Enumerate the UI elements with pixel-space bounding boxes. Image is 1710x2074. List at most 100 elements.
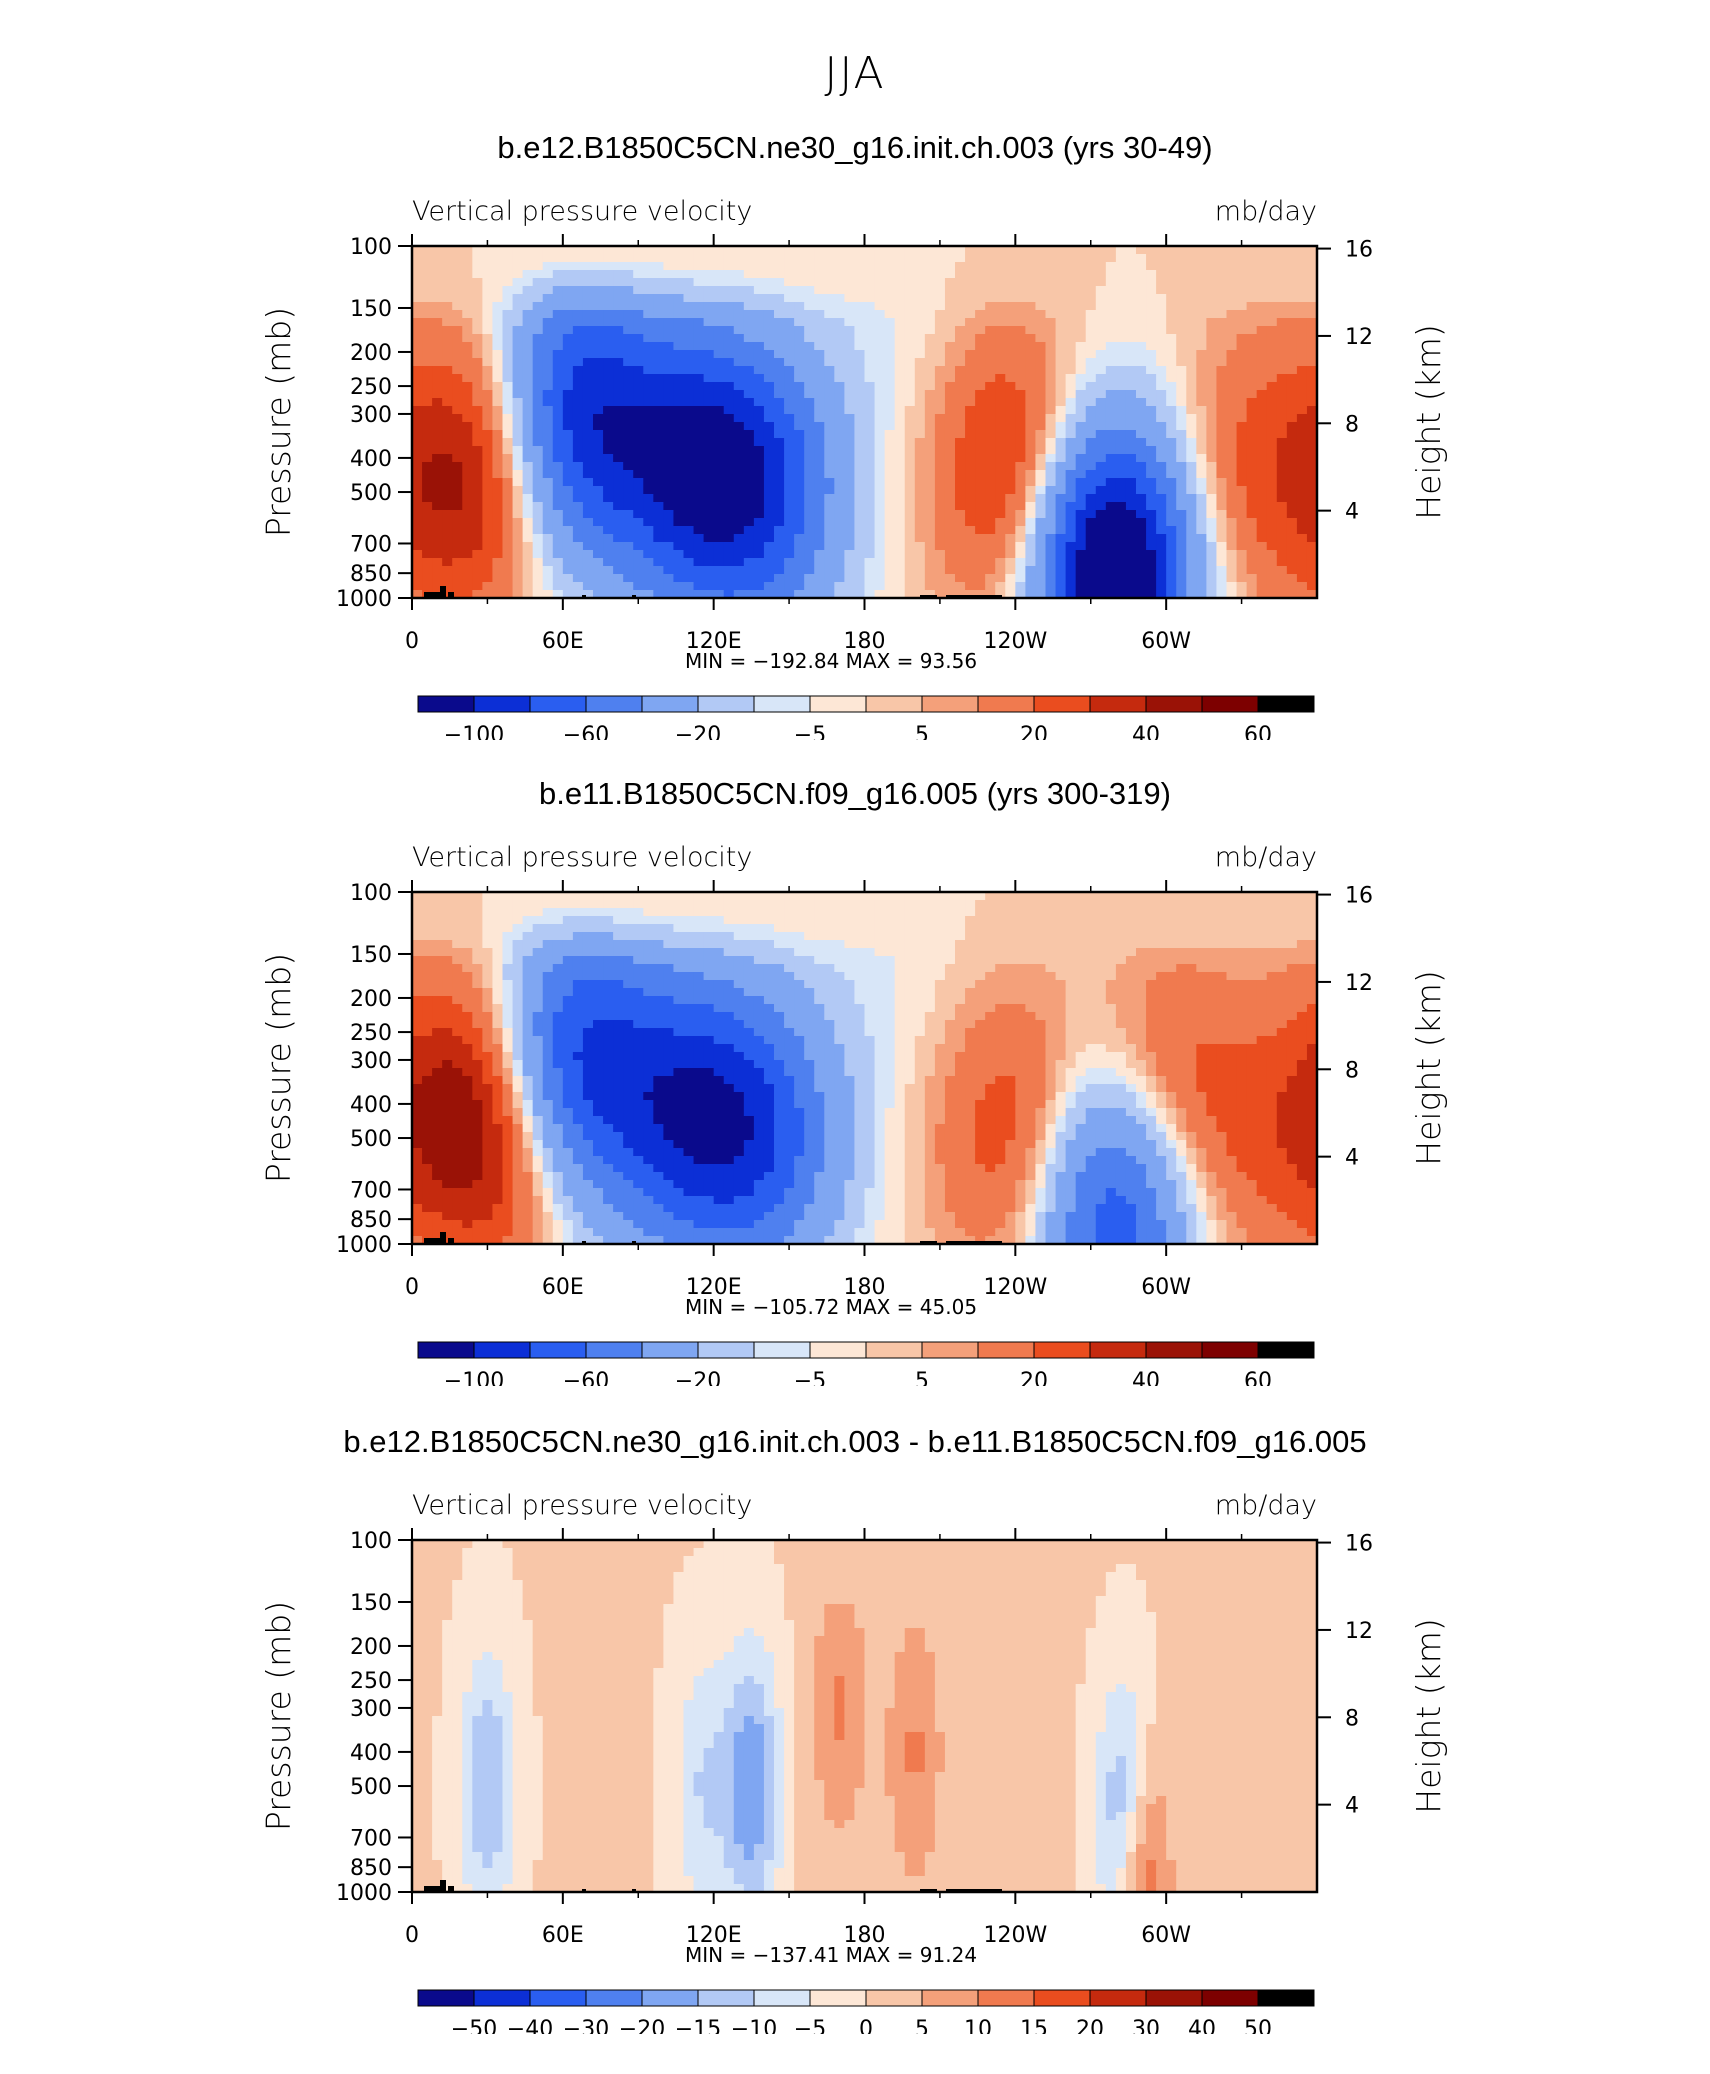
field-cell xyxy=(944,374,956,383)
field-cell xyxy=(975,430,986,439)
field-cell xyxy=(502,382,514,391)
field-cell xyxy=(784,924,795,933)
field-cell xyxy=(814,932,825,941)
field-cell xyxy=(1196,542,1207,551)
field-cell xyxy=(1196,342,1207,351)
field-cell xyxy=(1306,486,1318,495)
field-cell xyxy=(1276,286,1288,295)
field-cell xyxy=(1166,916,1177,925)
field-cell xyxy=(753,334,765,343)
y-tick-label: 400 xyxy=(350,447,392,472)
field-cell xyxy=(894,574,906,583)
field-cell xyxy=(884,350,896,359)
field-cell xyxy=(492,518,504,527)
field-cell xyxy=(653,908,664,917)
field-cell xyxy=(562,932,574,941)
x-tick-label: 120W xyxy=(983,629,1047,654)
field-cell xyxy=(864,326,876,335)
y-tick-label: 300 xyxy=(350,403,392,428)
field-cell xyxy=(844,494,856,503)
field-cell xyxy=(774,940,785,949)
field-cell xyxy=(743,246,755,255)
field-cell xyxy=(975,534,986,543)
field-cell xyxy=(1166,558,1177,567)
field-cell xyxy=(1226,462,1238,471)
field-cell xyxy=(955,382,966,391)
field-cell xyxy=(1236,916,1248,925)
field-cell xyxy=(1206,294,1218,303)
field-cell xyxy=(904,948,916,957)
field-cell xyxy=(1166,550,1177,559)
field-cell xyxy=(894,550,906,559)
field-cell xyxy=(1075,262,1087,271)
field-cell xyxy=(452,342,463,351)
field-cell xyxy=(864,462,876,471)
field-cell xyxy=(713,246,725,255)
field-cell xyxy=(894,470,906,479)
field-cell xyxy=(1226,582,1238,591)
field-cell xyxy=(874,510,886,519)
field-cell xyxy=(934,486,946,495)
field-cell xyxy=(1296,318,1308,327)
field-cell xyxy=(1095,446,1107,455)
field-cell xyxy=(1035,470,1047,479)
field-cell xyxy=(784,334,795,343)
field-cell xyxy=(1166,534,1177,543)
field-cell xyxy=(874,964,886,973)
field-cell xyxy=(965,374,976,383)
field-cell xyxy=(1226,510,1238,519)
field-cell xyxy=(502,502,514,511)
field-cell xyxy=(693,254,705,263)
field-cell xyxy=(1176,254,1187,263)
field-cell xyxy=(753,278,765,287)
field-cell xyxy=(874,414,886,423)
field-cell xyxy=(432,358,443,367)
field-cell xyxy=(643,366,654,375)
field-cell xyxy=(1156,534,1167,543)
field-cell xyxy=(482,964,494,973)
field-cell xyxy=(1256,940,1268,949)
field-cell xyxy=(1015,908,1026,917)
field-cell xyxy=(703,916,715,925)
field-cell xyxy=(985,574,996,583)
field-cell xyxy=(814,964,825,973)
field-cell xyxy=(924,932,936,941)
field-cell xyxy=(1115,350,1127,359)
field-cell xyxy=(603,326,614,335)
field-cell xyxy=(613,366,624,375)
field-cell xyxy=(1156,342,1167,351)
field-cell xyxy=(472,590,483,599)
field-cell xyxy=(693,494,705,503)
field-cell xyxy=(512,900,524,909)
field-cell xyxy=(623,566,634,575)
field-cell xyxy=(623,262,634,271)
field-cell xyxy=(1095,900,1107,909)
field-cell xyxy=(442,398,453,407)
field-cell xyxy=(944,294,956,303)
field-cell xyxy=(472,566,483,575)
field-cell xyxy=(703,948,715,957)
field-cell xyxy=(472,908,483,917)
field-cell xyxy=(643,254,654,263)
field-cell xyxy=(753,582,765,591)
field-cell xyxy=(1115,494,1127,503)
field-cell xyxy=(663,326,675,335)
field-cell xyxy=(582,566,594,575)
field-cell xyxy=(1055,390,1067,399)
field-cell xyxy=(1286,278,1298,287)
field-cell xyxy=(593,964,604,973)
field-cell xyxy=(1146,900,1157,909)
field-cell xyxy=(1186,550,1197,559)
field-cell xyxy=(965,278,976,287)
field-cell xyxy=(834,518,845,527)
field-cell xyxy=(683,406,695,415)
field-cell xyxy=(502,948,514,957)
field-cell xyxy=(603,446,614,455)
field-cell xyxy=(492,574,504,583)
field-cell xyxy=(975,422,986,431)
field-cell xyxy=(1065,932,1077,941)
field-cell xyxy=(512,590,524,599)
field-cell xyxy=(794,366,805,375)
field-cell xyxy=(562,510,574,519)
field-cell xyxy=(985,518,996,527)
